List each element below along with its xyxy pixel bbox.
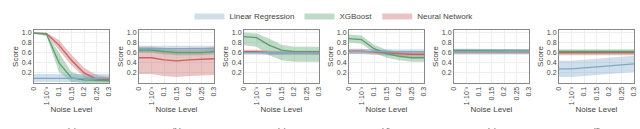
svg-text:0.25: 0.25 (618, 87, 625, 101)
svg-text:0.4: 0.4 (232, 59, 242, 66)
svg-text:Score: Score (431, 46, 440, 67)
svg-text:XGBoost: XGBoost (339, 12, 372, 21)
svg-text:0.25: 0.25 (408, 87, 415, 101)
svg-text:0.4: 0.4 (22, 59, 32, 66)
svg-text:1·10⁻³: 1·10⁻³ (253, 86, 260, 105)
svg-text:0.3: 0.3 (525, 87, 532, 97)
svg-text:Score: Score (221, 46, 230, 67)
svg-text:Noise Level: Noise Level (156, 105, 198, 114)
svg-text:0: 0 (450, 87, 457, 91)
svg-text:0.4: 0.4 (442, 59, 452, 66)
svg-text:0.1: 0.1 (265, 87, 272, 97)
svg-text:0.25: 0.25 (513, 87, 520, 101)
svg-text:0: 0 (345, 87, 352, 91)
svg-text:0.3: 0.3 (210, 87, 217, 97)
svg-text:0.6: 0.6 (232, 49, 242, 56)
svg-text:0.1: 0.1 (370, 87, 377, 97)
svg-text:0: 0 (135, 87, 142, 91)
svg-text:Score: Score (326, 46, 335, 67)
svg-text:(f): (f) (593, 126, 601, 129)
svg-text:0.4: 0.4 (547, 59, 557, 66)
svg-text:0.3: 0.3 (315, 87, 322, 97)
svg-text:1·10⁻³: 1·10⁻³ (358, 86, 365, 105)
svg-text:0.25: 0.25 (198, 87, 205, 101)
svg-text:0.8: 0.8 (547, 39, 557, 46)
svg-text:0.8: 0.8 (232, 39, 242, 46)
svg-text:0.2: 0.2 (337, 69, 347, 76)
svg-text:0.2: 0.2 (80, 87, 87, 97)
svg-text:Linear Regression: Linear Regression (230, 12, 295, 21)
svg-text:0.4: 0.4 (337, 59, 347, 66)
svg-text:0: 0 (30, 87, 37, 91)
svg-text:0.2: 0.2 (500, 87, 507, 97)
svg-text:(b): (b) (172, 126, 182, 129)
svg-text:0.15: 0.15 (593, 87, 600, 101)
svg-text:Noise Level: Noise Level (366, 105, 408, 114)
svg-text:0.15: 0.15 (278, 87, 285, 101)
svg-text:(a): (a) (67, 126, 77, 129)
svg-text:0.2: 0.2 (442, 69, 452, 76)
svg-text:0.1: 0.1 (160, 87, 167, 97)
svg-text:0.2: 0.2 (605, 87, 612, 97)
svg-text:0.1: 0.1 (580, 87, 587, 97)
svg-text:1.0: 1.0 (547, 29, 557, 36)
svg-text:1·10⁻³: 1·10⁻³ (568, 86, 575, 105)
svg-text:0.2: 0.2 (185, 87, 192, 97)
svg-text:(e): (e) (487, 126, 497, 129)
svg-text:(c): (c) (277, 126, 287, 129)
svg-text:0.1: 0.1 (475, 87, 482, 97)
svg-text:1.0: 1.0 (22, 29, 32, 36)
svg-text:0.2: 0.2 (232, 69, 242, 76)
svg-text:0.4: 0.4 (127, 59, 137, 66)
svg-text:1.0: 1.0 (127, 29, 137, 36)
svg-text:0.8: 0.8 (127, 39, 137, 46)
svg-text:0.6: 0.6 (442, 49, 452, 56)
svg-text:0.8: 0.8 (442, 39, 452, 46)
svg-text:0.8: 0.8 (337, 39, 347, 46)
svg-text:1·10⁻³: 1·10⁻³ (148, 86, 155, 105)
svg-text:0.6: 0.6 (337, 49, 347, 56)
svg-text:0.2: 0.2 (547, 69, 557, 76)
svg-text:1.0: 1.0 (232, 29, 242, 36)
svg-text:0.6: 0.6 (22, 49, 32, 56)
svg-text:0.2: 0.2 (127, 69, 137, 76)
svg-text:0.15: 0.15 (68, 87, 75, 101)
svg-text:0.15: 0.15 (173, 87, 180, 101)
svg-text:0.3: 0.3 (420, 87, 427, 97)
svg-text:Noise Level: Noise Level (471, 105, 513, 114)
svg-text:Noise Level: Noise Level (261, 105, 303, 114)
svg-text:0.3: 0.3 (630, 87, 637, 97)
svg-text:0.6: 0.6 (127, 49, 137, 56)
svg-text:(d): (d) (381, 126, 391, 129)
svg-text:0.2: 0.2 (395, 87, 402, 97)
svg-text:0.25: 0.25 (93, 87, 100, 101)
svg-text:1.0: 1.0 (442, 29, 452, 36)
svg-text:0.3: 0.3 (105, 87, 112, 97)
svg-text:0.1: 0.1 (55, 87, 62, 97)
svg-text:Score: Score (11, 46, 20, 67)
svg-text:0: 0 (240, 87, 247, 91)
svg-text:0.25: 0.25 (303, 87, 310, 101)
svg-text:0: 0 (555, 87, 562, 91)
svg-text:Score: Score (536, 46, 545, 67)
svg-text:0.15: 0.15 (383, 87, 390, 101)
svg-text:0.8: 0.8 (22, 39, 32, 46)
svg-text:Noise Level: Noise Level (51, 105, 93, 114)
svg-text:0.6: 0.6 (547, 49, 557, 56)
svg-text:1·10⁻³: 1·10⁻³ (43, 86, 50, 105)
svg-text:Noise Level: Noise Level (576, 105, 618, 114)
svg-text:Score: Score (116, 46, 125, 67)
svg-text:1.0: 1.0 (337, 29, 347, 36)
svg-text:0.2: 0.2 (22, 69, 32, 76)
svg-text:Neural Network: Neural Network (417, 12, 473, 21)
svg-text:0.15: 0.15 (488, 87, 495, 101)
svg-text:0.2: 0.2 (290, 87, 297, 97)
svg-text:1·10⁻³: 1·10⁻³ (463, 86, 470, 105)
